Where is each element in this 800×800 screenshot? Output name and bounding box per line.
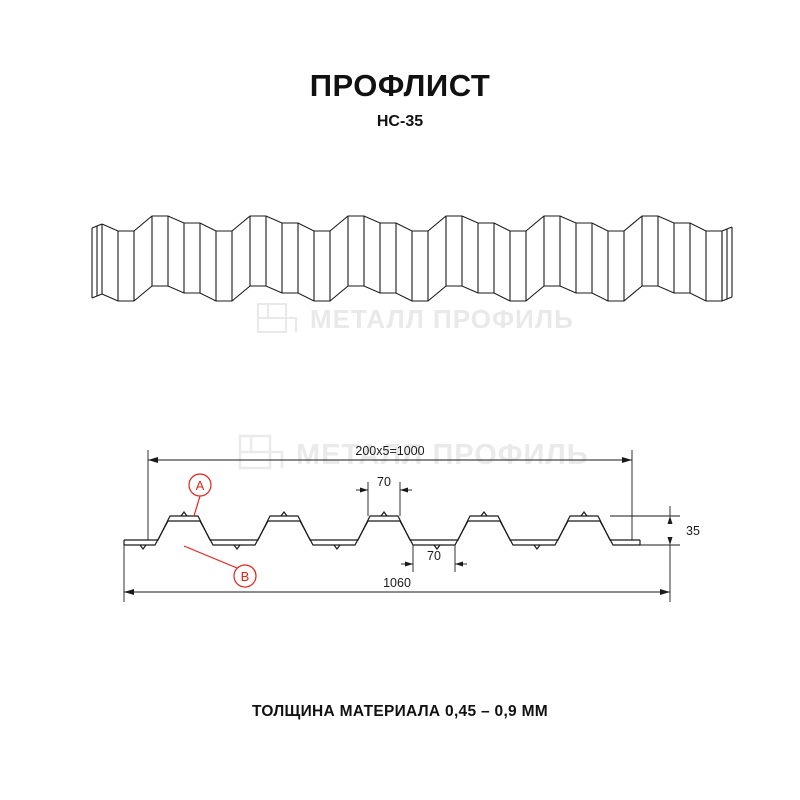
dimension-total-width: 1060 <box>383 576 411 590</box>
dimension-rib-bottom: 70 <box>427 549 441 563</box>
dimension-height: 35 <box>686 524 700 538</box>
page-title: ПРОФЛИСТ <box>309 68 491 103</box>
profile-isometric-view <box>60 200 750 360</box>
dimension-rib-top: 70 <box>377 475 391 489</box>
profile-model-label: НС-35 <box>376 113 424 130</box>
dimension-top-span: 200х5=1000 <box>355 444 424 458</box>
material-thickness-note: ТОЛЩИНА МАТЕРИАЛА 0,45 – 0,9 ММ <box>251 703 548 720</box>
callout-b-label: B <box>241 569 250 584</box>
profile-cross-section-view: 200х5=1000 70 70 <box>80 430 740 620</box>
callout-a-label: A <box>196 478 205 493</box>
